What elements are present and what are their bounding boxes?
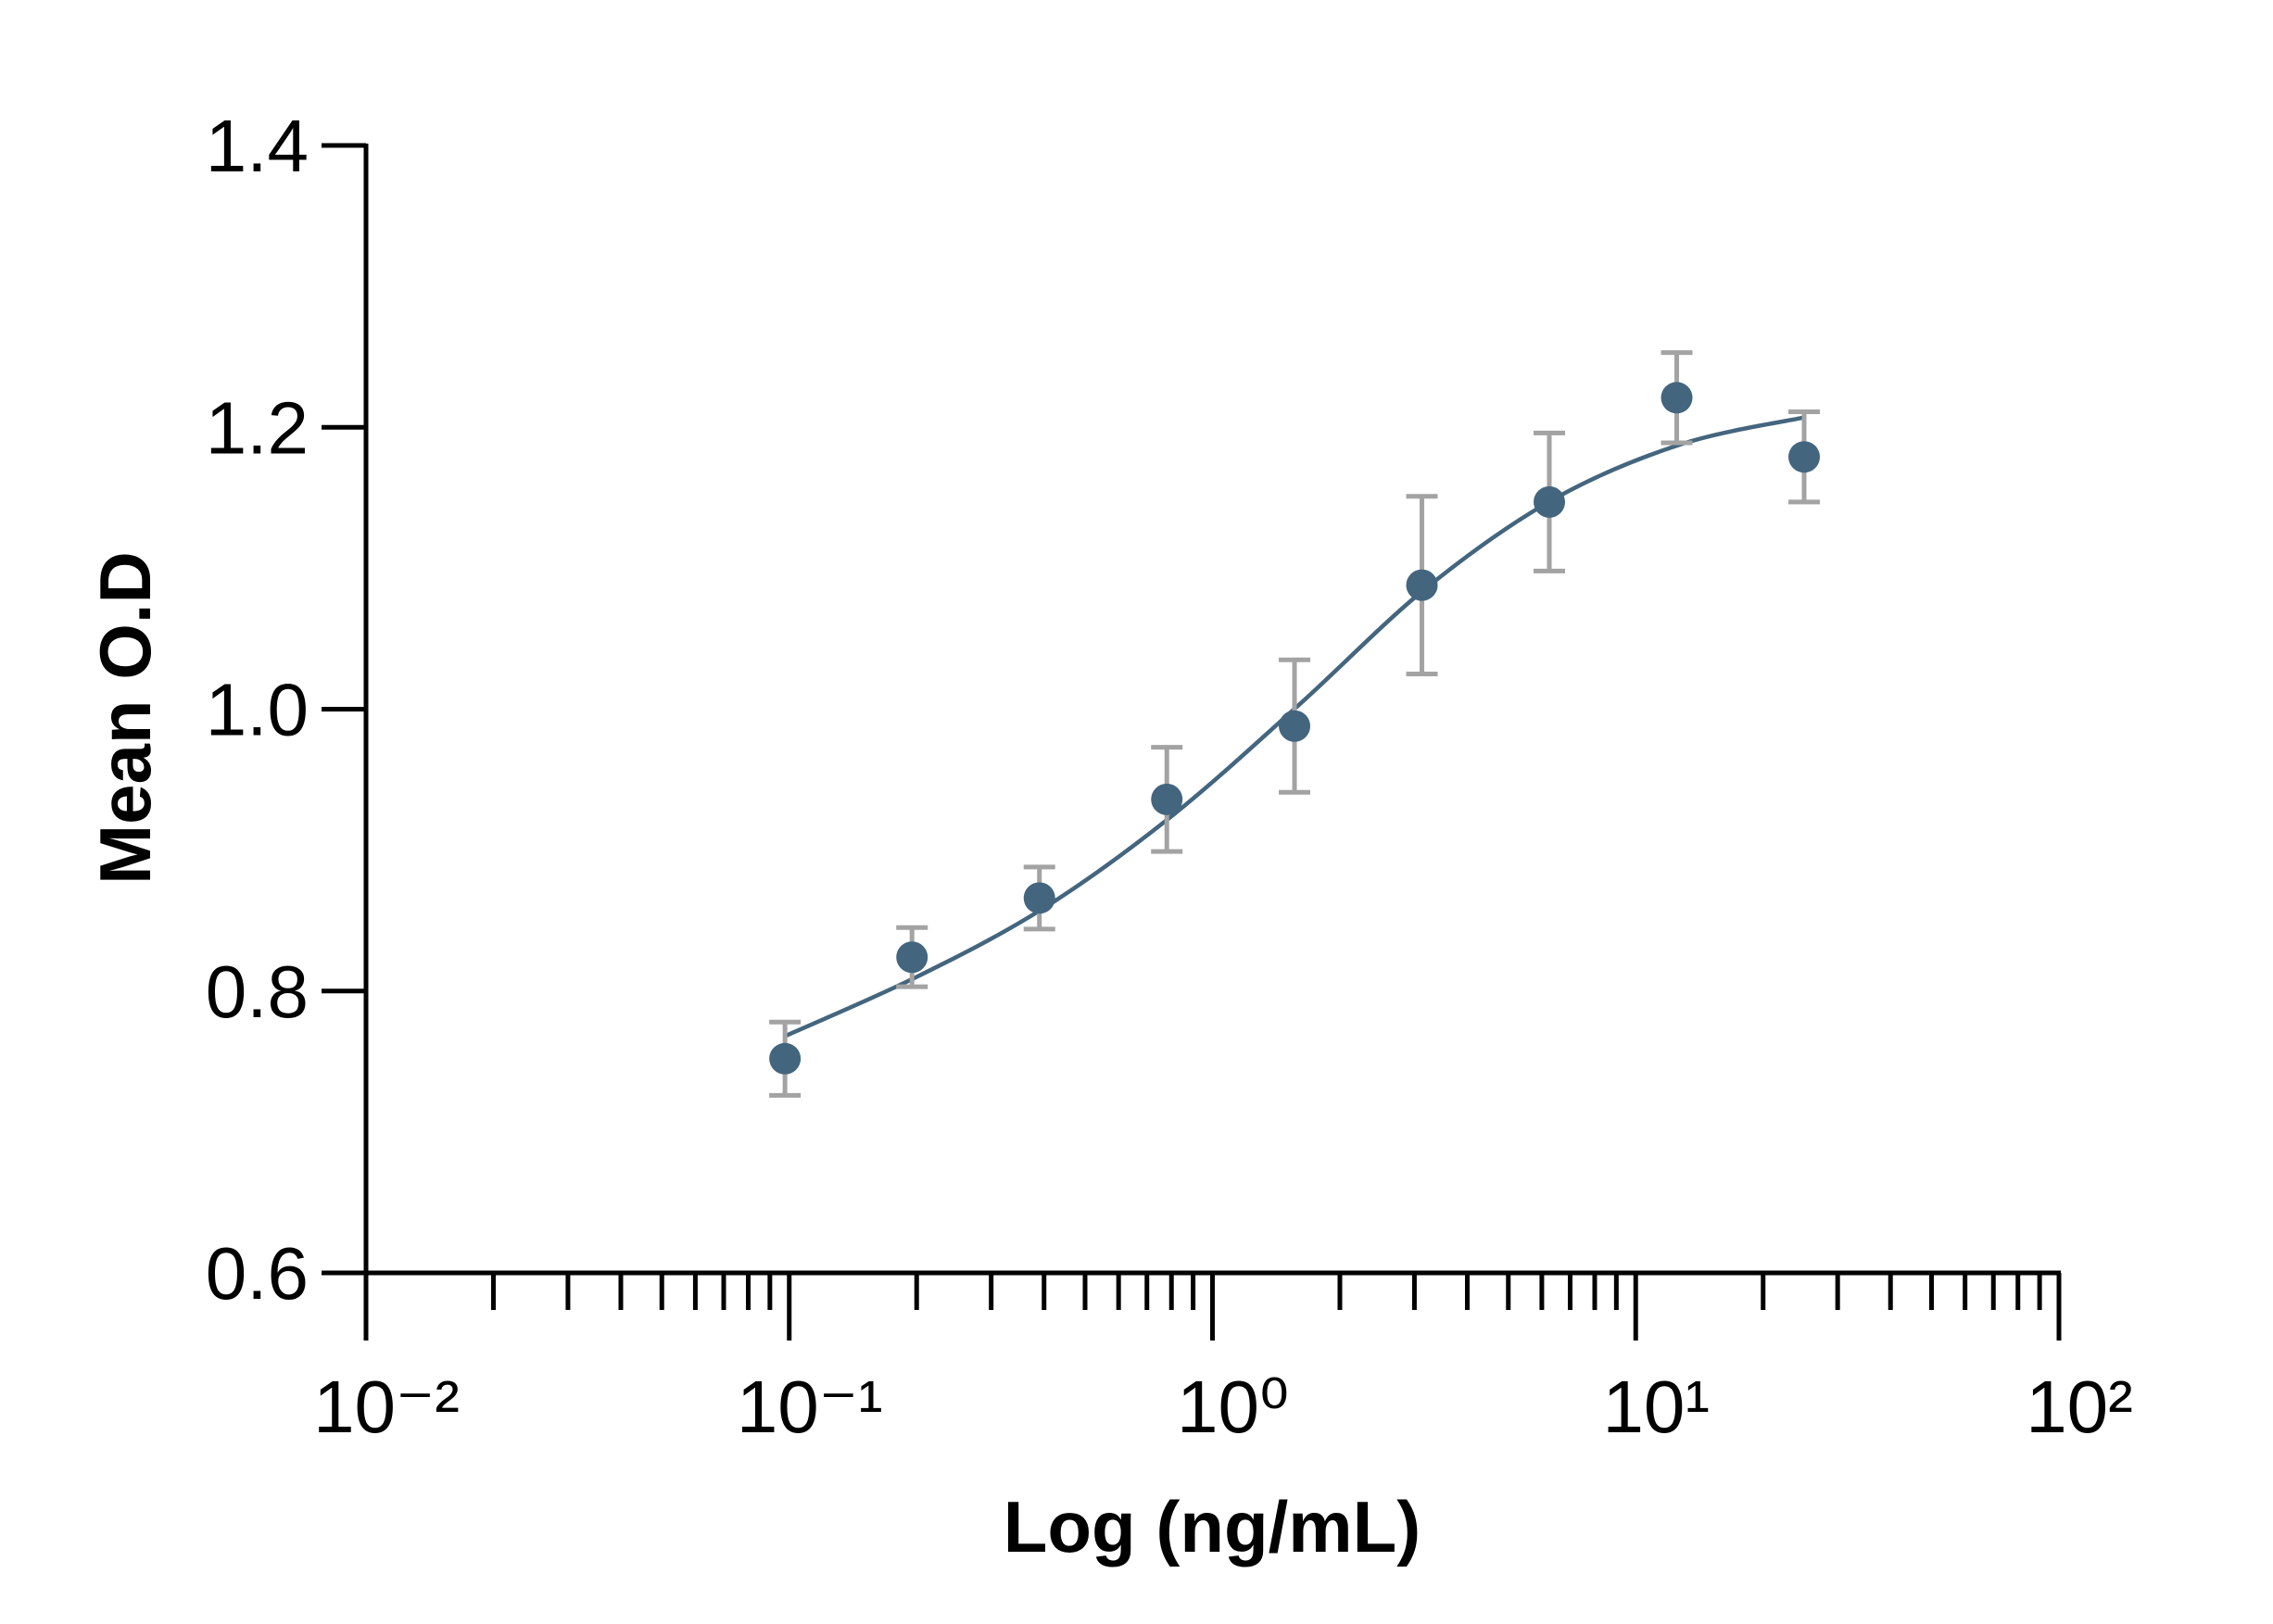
x-tick-label: 10⁻² (313, 1366, 460, 1448)
x-tick-label: 10² (2026, 1366, 2133, 1448)
y-axis-title: Mean O.D (84, 551, 166, 885)
x-axis-title: Log (ng/mL) (1004, 1486, 1421, 1567)
x-tick-label: 10⁰ (1177, 1366, 1289, 1448)
data-point (1151, 783, 1183, 815)
fit-curve (784, 415, 1805, 1039)
y-tick-label: 1.4 (206, 105, 309, 187)
y-tick-label: 0.8 (206, 950, 309, 1033)
x-tick-label: 10¹ (1602, 1366, 1710, 1448)
data-point (1023, 882, 1055, 914)
x-tick-label: 10⁻¹ (737, 1366, 883, 1448)
y-tick-label: 0.6 (206, 1232, 309, 1315)
data-point (1788, 441, 1821, 473)
data-point (1661, 382, 1693, 414)
data-point (1279, 710, 1311, 742)
y-tick-label: 1.2 (206, 386, 309, 469)
data-point (1406, 569, 1438, 601)
data-point (896, 941, 928, 974)
data-point (769, 1042, 802, 1075)
y-tick-label: 1.0 (206, 669, 309, 751)
data-point (1534, 485, 1566, 518)
